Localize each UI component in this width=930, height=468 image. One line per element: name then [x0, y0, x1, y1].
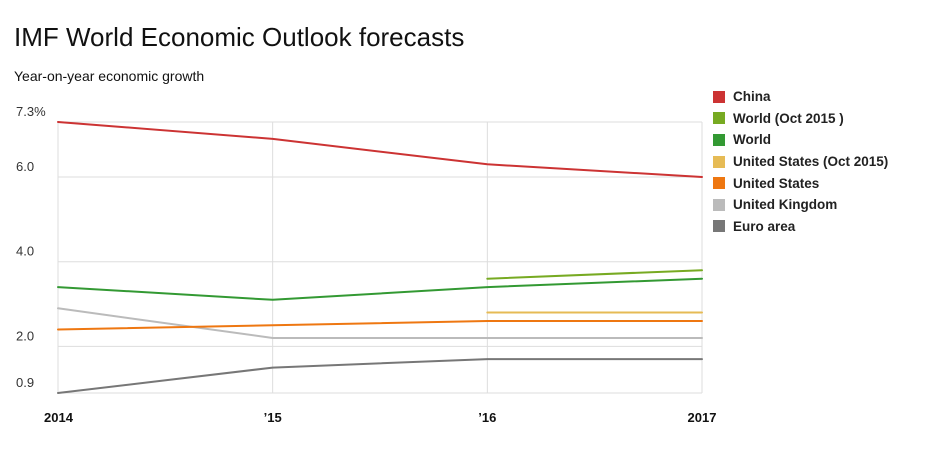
- legend-item: Euro area: [713, 216, 888, 238]
- x-tick-label: 2017: [688, 410, 717, 425]
- legend-label: United States (Oct 2015): [733, 154, 889, 170]
- legend-item: World (Oct 2015 ): [713, 108, 888, 130]
- legend-swatch: [713, 177, 725, 190]
- y-tick-label: 4.0: [16, 244, 34, 259]
- legend-item: United Kingdom: [713, 194, 888, 216]
- y-tick-label: 2.0: [16, 328, 34, 343]
- legend-label: China: [733, 89, 771, 105]
- legend-swatch: [713, 155, 725, 168]
- legend-label: Euro area: [733, 218, 796, 234]
- legend-swatch: [713, 112, 725, 125]
- legend-label: World: [733, 132, 771, 148]
- legend-label: United States: [733, 175, 820, 191]
- series-line-united-kingdom: [57, 307, 703, 339]
- x-tick-label: 2014: [44, 410, 74, 425]
- legend-swatch: [713, 220, 725, 233]
- series-line-euro-area: [57, 358, 703, 394]
- series-line-china: [57, 121, 703, 178]
- series-line-world: [57, 277, 703, 301]
- x-tick-label: ’16: [478, 410, 496, 425]
- legend-item: United States (Oct 2015): [713, 151, 888, 173]
- y-tick-label: 0.9: [16, 375, 34, 390]
- legend-label: United Kingdom: [733, 197, 838, 213]
- legend-swatch: [713, 198, 725, 211]
- x-tick-label: ’15: [264, 410, 282, 425]
- chart-legend: China World (Oct 2015 ) World United States…: [713, 86, 888, 237]
- legend-label: World (Oct 2015 ): [733, 110, 844, 126]
- legend-item: United States: [713, 172, 888, 194]
- legend-item: China: [713, 86, 888, 108]
- chart-title: IMF World Economic Outlook forecasts: [14, 22, 465, 52]
- legend-swatch: [713, 133, 725, 146]
- y-tick-label: 7.3%: [16, 104, 46, 119]
- legend-swatch: [713, 90, 725, 103]
- legend-item: World: [713, 129, 888, 151]
- series-line-world-oct-2015: [486, 269, 703, 280]
- chart-subtitle: Year-on-year economic growth: [14, 68, 205, 84]
- y-tick-label: 6.0: [16, 159, 34, 174]
- series-line-united-states: [57, 320, 703, 331]
